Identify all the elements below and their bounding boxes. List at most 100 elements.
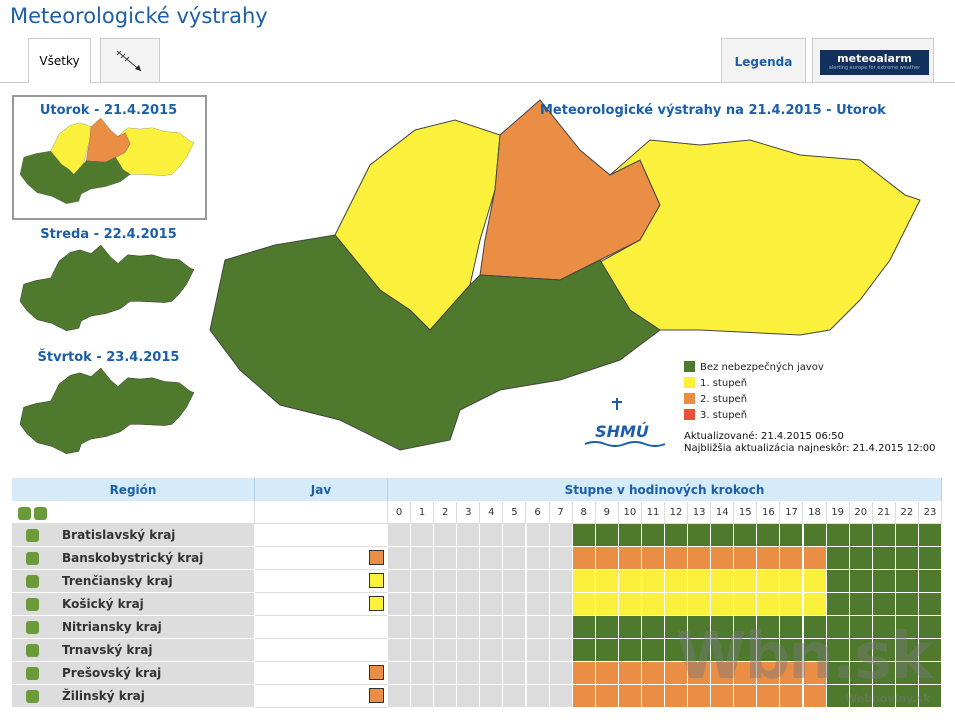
level-cell	[595, 570, 619, 593]
level-cell	[849, 593, 873, 616]
level-cell	[849, 616, 873, 639]
meteoalarm-logo: meteoalarm alerting europe for extreme w…	[820, 50, 929, 75]
level-cell	[572, 593, 596, 616]
hazard-icon[interactable]	[369, 665, 384, 680]
expand-row[interactable]	[26, 621, 39, 634]
expand-all[interactable]	[18, 507, 31, 520]
empty-hour	[480, 524, 504, 547]
level-cell	[803, 524, 827, 547]
tab-all[interactable]: Všetky	[28, 38, 91, 83]
empty-hour	[457, 616, 481, 639]
hour-label: 18	[803, 502, 827, 524]
level-cell	[641, 685, 665, 708]
empty-hour	[503, 593, 527, 616]
hazard-icon[interactable]	[369, 596, 384, 611]
level-cell	[895, 616, 919, 639]
hour-label: 12	[665, 502, 689, 524]
level-cell	[595, 662, 619, 685]
level-cell	[641, 593, 665, 616]
mini-map[interactable]	[19, 117, 195, 204]
hour-label: 21	[872, 502, 896, 524]
next-update: Najbližšia aktualizácia najneskôr: 21.4.…	[684, 443, 936, 454]
hour-label: 0	[388, 502, 412, 524]
level-cell	[618, 593, 642, 616]
level-cell	[918, 662, 942, 685]
hour-label: 10	[618, 502, 642, 524]
empty-hour	[388, 547, 412, 570]
expand-row[interactable]	[26, 644, 39, 657]
level-cell	[803, 593, 827, 616]
expand-row[interactable]	[26, 690, 39, 703]
shmu-text: SHMÚ	[595, 422, 649, 441]
legend-label: 3. stupeň	[700, 410, 748, 421]
hour-label: 6	[526, 502, 550, 524]
level-cell	[734, 685, 758, 708]
tab-legend[interactable]: Legenda	[721, 38, 806, 82]
level-cell	[780, 639, 804, 662]
hazard-icon[interactable]	[369, 550, 384, 565]
tab-wind[interactable]	[100, 38, 160, 82]
level-cell	[872, 662, 896, 685]
level-cell	[780, 570, 804, 593]
region-label: Trenčiansky kraj	[62, 574, 173, 588]
empty-hour	[411, 662, 435, 685]
level-cell	[826, 662, 850, 685]
shmu-logo: SHMÚ	[584, 398, 666, 447]
expand-row[interactable]	[26, 667, 39, 680]
hour-label: 2	[434, 502, 458, 524]
level-cell	[757, 524, 781, 547]
region-label: Žilinský kraj	[62, 689, 145, 703]
expand-row[interactable]	[26, 552, 39, 565]
empty-hour	[526, 570, 550, 593]
blank	[12, 502, 255, 524]
tab-meteoalarm[interactable]: meteoalarm alerting europe for extreme w…	[812, 38, 934, 82]
level-cell	[711, 570, 735, 593]
empty-hour	[480, 685, 504, 708]
day-label[interactable]: Štvrtok - 23.4.2015	[37, 350, 180, 365]
level-cell	[595, 685, 619, 708]
empty-hour	[480, 570, 504, 593]
hazard-icon[interactable]	[369, 573, 384, 588]
mini-map[interactable]	[19, 244, 195, 331]
empty-hour	[457, 524, 481, 547]
legend-label: Bez nebezpečných javov	[700, 362, 824, 373]
level-cell	[895, 662, 919, 685]
level-cell	[849, 639, 873, 662]
map-title: Meteorologické výstrahy na 21.4.2015 - U…	[540, 103, 886, 118]
legend-item: 2. stupeň	[684, 393, 747, 405]
level-cell	[872, 547, 896, 570]
legend-label: 2. stupeň	[700, 394, 748, 405]
day-label[interactable]: Streda - 22.4.2015	[40, 227, 177, 242]
mini-map[interactable]	[19, 367, 195, 454]
level-cell	[918, 547, 942, 570]
level-cell	[572, 639, 596, 662]
hour-label: 5	[503, 502, 527, 524]
region-label: Banskobystrický kraj	[62, 551, 204, 565]
region-label: Nitriansky kraj	[62, 620, 162, 634]
legend-item: Bez nebezpečných javov	[684, 361, 824, 373]
maps: SHMÚ	[19, 99, 921, 454]
level-cell	[595, 593, 619, 616]
day-label[interactable]: Utorok - 21.4.2015	[39, 103, 178, 118]
level-cell	[826, 593, 850, 616]
empty-hour	[480, 662, 504, 685]
empty-hour	[526, 685, 550, 708]
level-cell	[872, 639, 896, 662]
hazard-cell	[255, 547, 388, 570]
collapse-all[interactable]	[34, 507, 47, 520]
level-cell	[757, 570, 781, 593]
expand-row[interactable]	[26, 598, 39, 611]
hazard-icon[interactable]	[369, 688, 384, 703]
level-cell	[641, 616, 665, 639]
expand-row[interactable]	[26, 575, 39, 588]
empty-hour	[549, 524, 573, 547]
region-label: Trnavský kraj	[62, 643, 153, 657]
empty-hour	[457, 593, 481, 616]
region-label: Bratislavský kraj	[62, 528, 176, 542]
expand-row[interactable]	[26, 529, 39, 542]
empty-hour	[526, 616, 550, 639]
legend-swatch	[684, 377, 695, 388]
level-cell	[826, 616, 850, 639]
wind-icon	[116, 50, 142, 72]
